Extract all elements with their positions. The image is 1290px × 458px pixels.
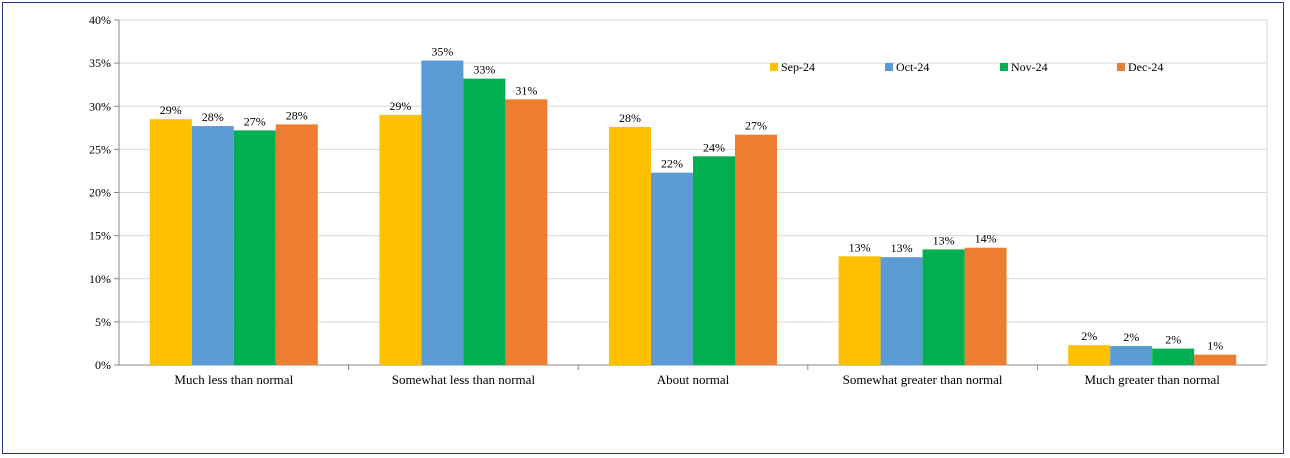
y-tick-label: 30% bbox=[89, 99, 111, 113]
legend-label: Oct-24 bbox=[896, 60, 929, 74]
x-tick-label: Somewhat greater than normal bbox=[843, 372, 1003, 387]
bar-dec-24 bbox=[505, 99, 548, 365]
legend-swatch bbox=[1117, 63, 1125, 71]
y-tick-label: 10% bbox=[89, 272, 111, 286]
y-tick-label: 35% bbox=[89, 56, 111, 70]
data-label: 29% bbox=[389, 99, 411, 113]
bar-nov-24 bbox=[693, 156, 735, 365]
bar-nov-24 bbox=[463, 78, 506, 366]
x-tick-label: Much less than normal bbox=[174, 372, 293, 387]
bar-nov-24 bbox=[1152, 348, 1195, 365]
data-label: 13% bbox=[849, 240, 871, 254]
legend-swatch bbox=[885, 63, 893, 71]
bar-sep-24 bbox=[838, 256, 881, 365]
y-tick-label: 0% bbox=[95, 358, 111, 372]
y-tick-label: 15% bbox=[89, 229, 111, 243]
bar-sep-24 bbox=[379, 114, 422, 365]
bar-nov-24 bbox=[233, 130, 276, 365]
x-tick-label: Much greater than normal bbox=[1085, 372, 1221, 387]
bar-oct-24 bbox=[421, 60, 464, 365]
legend-label: Dec-24 bbox=[1128, 60, 1163, 74]
data-label: 31% bbox=[515, 83, 537, 97]
bar-nov-24 bbox=[922, 249, 965, 365]
bar-dec-24 bbox=[735, 134, 777, 365]
legend-swatch bbox=[770, 63, 778, 71]
data-label: 33% bbox=[473, 63, 495, 77]
y-tick-label: 25% bbox=[89, 142, 111, 156]
data-label: 22% bbox=[661, 157, 683, 171]
bar-dec-24 bbox=[275, 124, 318, 365]
x-tick-label: About normal bbox=[657, 372, 730, 387]
bar-oct-24 bbox=[1110, 346, 1153, 365]
bar-dec-24 bbox=[964, 247, 1007, 365]
bar-dec-24 bbox=[1194, 354, 1237, 365]
data-label: 14% bbox=[975, 232, 997, 246]
data-label: 13% bbox=[933, 233, 955, 247]
legend-label: Nov-24 bbox=[1011, 60, 1048, 74]
data-label: 29% bbox=[160, 103, 182, 117]
bar-oct-24 bbox=[651, 172, 693, 365]
data-label: 2% bbox=[1123, 330, 1139, 344]
bar-oct-24 bbox=[880, 257, 923, 365]
data-label: 13% bbox=[891, 241, 913, 255]
bar-sep-24 bbox=[1068, 345, 1111, 365]
data-label: 27% bbox=[745, 119, 767, 133]
data-label: 2% bbox=[1165, 333, 1181, 347]
bar-oct-24 bbox=[191, 126, 234, 366]
bar-sep-24 bbox=[609, 126, 651, 365]
data-label: 28% bbox=[619, 111, 641, 125]
data-label: 28% bbox=[202, 110, 224, 124]
data-label: 24% bbox=[703, 140, 725, 154]
y-tick-label: 20% bbox=[89, 186, 111, 200]
data-label: 35% bbox=[431, 45, 453, 59]
y-tick-label: 5% bbox=[95, 315, 111, 329]
data-label: 1% bbox=[1207, 339, 1223, 353]
legend-swatch bbox=[1000, 63, 1008, 71]
y-tick-label: 40% bbox=[89, 13, 111, 27]
data-label: 28% bbox=[286, 108, 308, 122]
x-tick-label: Somewhat less than normal bbox=[392, 372, 536, 387]
bar-sep-24 bbox=[149, 119, 192, 365]
data-label: 27% bbox=[244, 114, 266, 128]
legend-label: Sep-24 bbox=[781, 60, 815, 74]
data-label: 2% bbox=[1081, 329, 1097, 343]
